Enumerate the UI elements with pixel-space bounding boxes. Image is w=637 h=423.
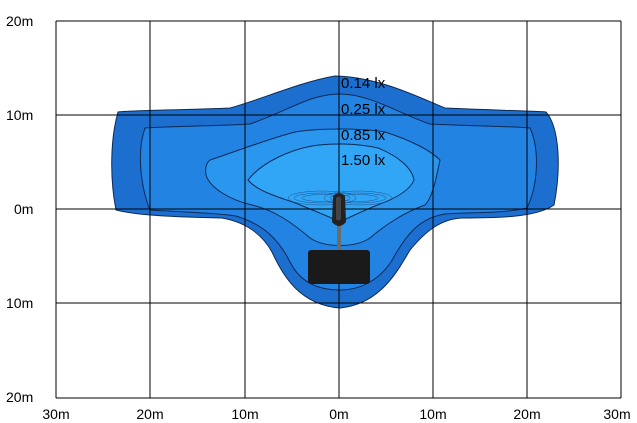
vehicle-body bbox=[308, 250, 370, 284]
lamp-highlight bbox=[336, 196, 341, 221]
y-label-lower: 10m bbox=[6, 295, 33, 311]
grid bbox=[55, 20, 622, 399]
isolux-label-1.50: 1.50 lx bbox=[341, 152, 386, 169]
x-label-right-10: 10m bbox=[419, 406, 446, 422]
x-label-left-10: 10m bbox=[231, 406, 258, 422]
y-axis-labels: 20m 10m 0m 10m 20m bbox=[6, 13, 33, 405]
isolux-labels: 0.14 lx 0.25 lx 0.85 lx 1.50 lx bbox=[341, 75, 386, 169]
isolux-label-0.85: 0.85 lx bbox=[341, 127, 386, 144]
y-label-bottom: 20m bbox=[6, 389, 33, 405]
isolux-label-0.25: 0.25 lx bbox=[341, 101, 386, 118]
near-field-pattern bbox=[287, 190, 393, 206]
isolux-label-0.14: 0.14 lx bbox=[341, 75, 386, 92]
x-label-left-20: 20m bbox=[136, 406, 163, 422]
x-label-center: 0m bbox=[329, 406, 348, 422]
x-label-left-30: 30m bbox=[42, 406, 69, 422]
y-label-upper: 10m bbox=[6, 107, 33, 123]
vehicle-mast bbox=[337, 220, 341, 250]
x-axis-labels: 30m 20m 10m 0m 10m 20m 30m bbox=[42, 406, 630, 422]
x-label-right-30: 30m bbox=[603, 406, 630, 422]
vehicle bbox=[308, 193, 370, 284]
y-label-center: 0m bbox=[14, 201, 33, 217]
x-label-right-20: 20m bbox=[513, 406, 540, 422]
y-label-top: 20m bbox=[6, 13, 33, 29]
